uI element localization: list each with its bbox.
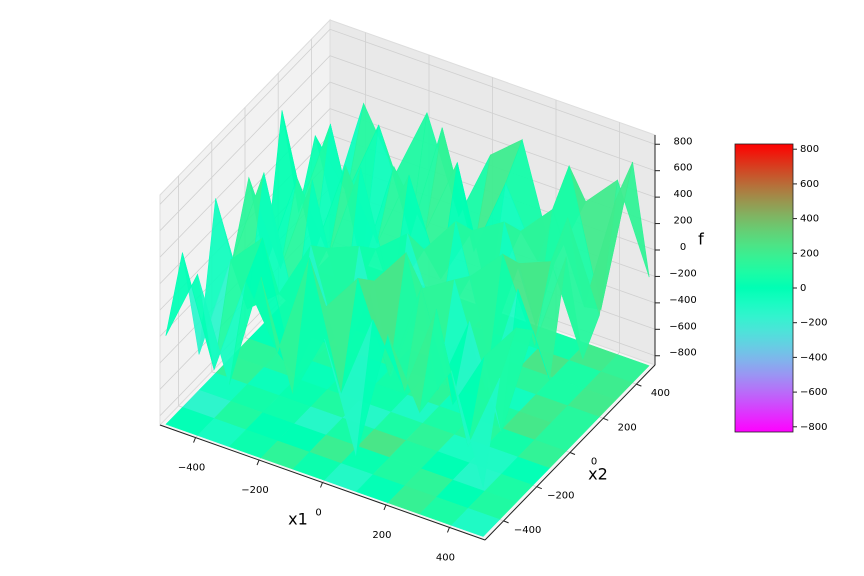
colorbar-tick-label: −400 bbox=[800, 352, 827, 363]
colorbar-tick-label: 0 bbox=[800, 283, 806, 294]
x-tick bbox=[193, 437, 197, 443]
x-tick-label: −200 bbox=[241, 485, 268, 496]
y-tick bbox=[603, 417, 609, 421]
y-tick bbox=[569, 452, 576, 455]
z-tick-label: 600 bbox=[673, 163, 692, 174]
x-tick-label: −400 bbox=[178, 463, 205, 474]
colorbar-tick-label: −200 bbox=[800, 318, 827, 329]
x-tick bbox=[446, 527, 450, 533]
y-tick bbox=[503, 520, 509, 524]
z-tick-label: −600 bbox=[669, 321, 696, 332]
y-tick bbox=[536, 486, 542, 490]
y-tick-label: 200 bbox=[618, 422, 637, 433]
z-tick-label: −800 bbox=[669, 348, 696, 359]
y-tick bbox=[636, 383, 642, 387]
y-tick-label: −200 bbox=[547, 491, 574, 502]
surface-patch bbox=[451, 370, 501, 488]
colorbar bbox=[734, 143, 794, 433]
x-tick bbox=[383, 504, 387, 511]
grid-line bbox=[159, 55, 656, 231]
y-tick-label: −400 bbox=[514, 525, 541, 536]
z-tick-label: −200 bbox=[669, 268, 696, 279]
surface bbox=[165, 102, 650, 488]
y-tick-label: 400 bbox=[651, 388, 670, 399]
x-tick-label: 400 bbox=[436, 552, 455, 563]
colorbar-tick-label: 800 bbox=[800, 144, 819, 155]
colorbar-tick-label: −600 bbox=[800, 387, 827, 398]
grid-line bbox=[159, 28, 656, 205]
colorbar-tick-label: 200 bbox=[800, 248, 819, 259]
x-axis-label: x1 bbox=[288, 510, 308, 529]
floor-contour bbox=[450, 508, 501, 537]
z-tick-label: 0 bbox=[680, 242, 686, 253]
colorbar-tick-label: −800 bbox=[800, 422, 827, 433]
z-tick-label: 800 bbox=[673, 136, 692, 147]
y-axis-label: x2 bbox=[588, 465, 608, 484]
grid-line bbox=[159, 81, 656, 258]
y-tick-label: 0 bbox=[591, 457, 597, 468]
x-tick-label: 0 bbox=[315, 508, 321, 519]
colorbar-tick-label: 400 bbox=[800, 214, 819, 225]
colorbar-tick-label: 600 bbox=[800, 179, 819, 190]
z-tick-label: −400 bbox=[669, 295, 696, 306]
x-tick bbox=[320, 482, 323, 488]
z-axis-label: f bbox=[698, 230, 704, 249]
z-tick-label: 400 bbox=[673, 189, 692, 200]
x-tick-label: 200 bbox=[372, 530, 391, 541]
annotations: x1 x2 f bbox=[288, 230, 704, 529]
z-tick-label: 200 bbox=[673, 216, 692, 227]
x-tick bbox=[256, 459, 260, 466]
